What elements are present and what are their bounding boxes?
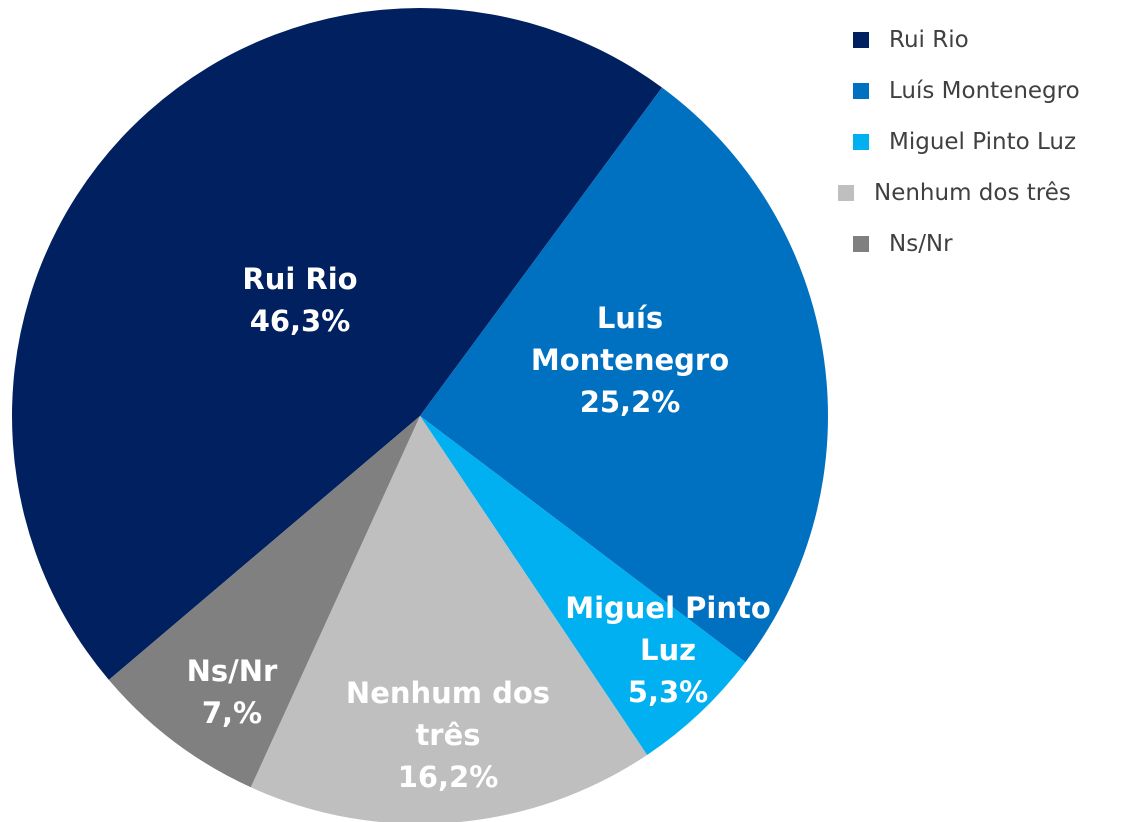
legend-label: Luís Montenegro — [889, 78, 1080, 104]
pie-slice — [420, 87, 828, 663]
legend-swatch — [853, 236, 869, 252]
data-label: Ns/Nr 7,% — [157, 650, 307, 734]
legend-swatch — [853, 83, 869, 99]
legend-entry: Luís Montenegro — [853, 78, 1080, 104]
legend-entry: Ns/Nr — [853, 231, 953, 257]
slice-value: 16,2% — [397, 760, 499, 795]
slice-name: Rui Rio — [242, 261, 358, 296]
legend-label: Rui Rio — [889, 27, 969, 53]
legend-entry: Nenhum dos três — [838, 180, 1071, 206]
slice-name: Ns/Nr — [186, 653, 278, 688]
legend-entry: Miguel Pinto Luz — [853, 129, 1076, 155]
legend-entry: Rui Rio — [853, 27, 969, 53]
slice-name: Miguel Pinto Luz — [565, 590, 771, 667]
slice-name: Luís Montenegro — [530, 300, 730, 377]
legend-swatch — [853, 134, 869, 150]
pie-slice — [11, 7, 663, 680]
legend-label: Nenhum dos três — [874, 180, 1071, 206]
slice-name: Nenhum dos três — [345, 675, 551, 752]
legend-swatch — [853, 32, 869, 48]
legend-swatch — [838, 185, 854, 201]
data-label: Rui Rio 46,3% — [170, 258, 430, 342]
slice-value: 5,3% — [627, 675, 709, 710]
legend-label: Ns/Nr — [889, 231, 953, 257]
legend-label: Miguel Pinto Luz — [889, 129, 1077, 155]
data-label: Nenhum dos três 16,2% — [323, 672, 573, 798]
pie-slice — [420, 416, 746, 755]
slice-value: 46,3% — [249, 304, 351, 338]
data-label: Miguel Pinto Luz 5,3% — [538, 587, 798, 713]
data-label: Luís Montenegro 25,2% — [505, 297, 755, 423]
pie-slice — [250, 416, 648, 822]
slice-value: 25,2% — [579, 385, 681, 420]
pie-slice — [108, 416, 420, 788]
slice-value: 7,% — [201, 696, 263, 730]
